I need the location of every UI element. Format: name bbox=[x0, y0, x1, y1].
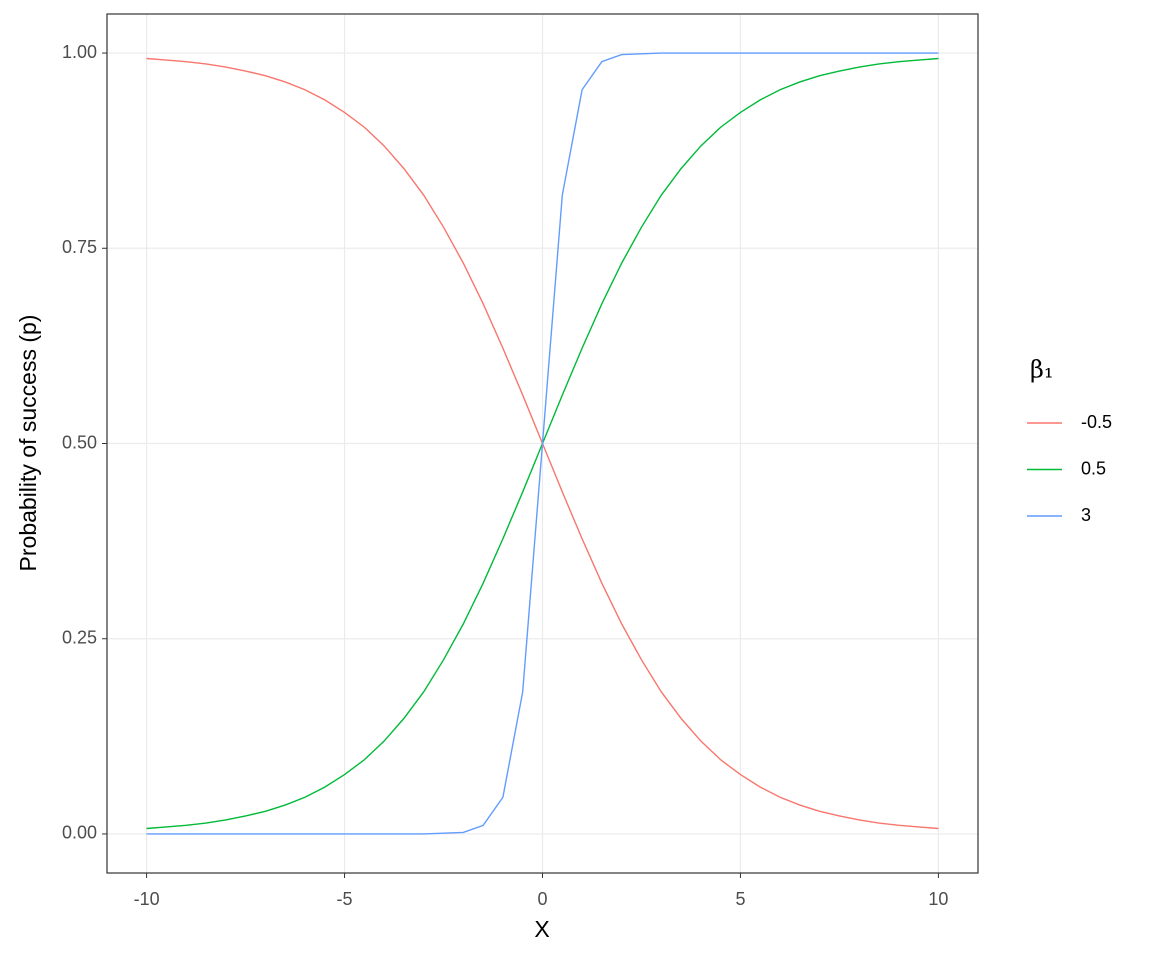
y-tick-label: 0.00 bbox=[62, 823, 97, 843]
legend-title: β₁ bbox=[1030, 356, 1054, 384]
x-tick-label: -5 bbox=[337, 889, 353, 909]
x-tick-label: 0 bbox=[537, 889, 547, 909]
y-tick-label: 0.50 bbox=[62, 432, 97, 452]
panel-border bbox=[106, 13, 979, 874]
x-axis-title: X bbox=[534, 916, 549, 942]
line-series bbox=[146, 52, 939, 835]
y-tick-label: 0.25 bbox=[62, 627, 97, 647]
legend-label: -0.5 bbox=[1081, 412, 1112, 432]
y-tick-label: 1.00 bbox=[62, 42, 97, 62]
x-tick-label: -10 bbox=[134, 889, 160, 909]
x-tick-label: 10 bbox=[928, 889, 948, 909]
x-tick-label: 5 bbox=[735, 889, 745, 909]
legend-label: 3 bbox=[1081, 505, 1091, 525]
legend-label: 0.5 bbox=[1081, 458, 1106, 478]
y-tick-label: 0.75 bbox=[62, 237, 97, 257]
y-axis-title: Probability of success (p) bbox=[15, 315, 41, 572]
